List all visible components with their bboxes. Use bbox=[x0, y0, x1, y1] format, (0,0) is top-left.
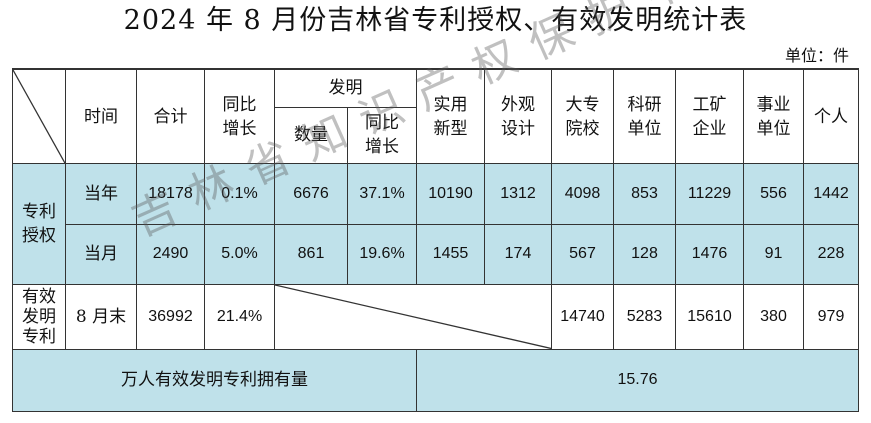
unit-label: 单位：件 bbox=[784, 46, 849, 65]
cell-month-total: 2490 bbox=[136, 223, 205, 286]
per-10k-label: 万人有效发明专利拥有量 bbox=[12, 348, 417, 413]
diagonal-line-wide bbox=[275, 285, 551, 349]
row-label-valid-invention: 有效 发明 专利 bbox=[12, 284, 66, 350]
cell-valid-research: 5283 bbox=[613, 284, 676, 350]
cell-time-month-end: 8 月末 bbox=[65, 284, 137, 350]
cell-valid-individual: 979 bbox=[803, 284, 859, 350]
cell-year-institution: 556 bbox=[743, 163, 804, 225]
header-invention: 发明 bbox=[274, 67, 417, 108]
cell-valid-industry: 15610 bbox=[675, 284, 744, 350]
cell-valid-yoy: 21.4% bbox=[204, 284, 275, 350]
cell-year-research: 853 bbox=[613, 163, 676, 225]
cell-month-industry: 1476 bbox=[675, 223, 744, 286]
header-individual: 个人 bbox=[803, 68, 859, 165]
header-invention-quantity: 数量 bbox=[274, 106, 348, 165]
cell-month-yoy: 5.0% bbox=[204, 223, 275, 286]
cell-year-yoy: 0.1% bbox=[204, 163, 275, 225]
header-total: 合计 bbox=[136, 68, 205, 165]
cell-time-year: 当年 bbox=[65, 163, 137, 225]
cell-valid-institution: 380 bbox=[743, 284, 804, 350]
cell-year-university: 4098 bbox=[551, 163, 614, 225]
empty-diagonal-cell bbox=[274, 284, 552, 350]
per-10k-value: 15.76 bbox=[416, 348, 859, 413]
cell-year-design: 1312 bbox=[484, 163, 552, 225]
cell-valid-university: 14740 bbox=[551, 284, 614, 350]
cell-year-total: 18178 bbox=[136, 163, 205, 225]
header-time: 时间 bbox=[65, 68, 137, 165]
page-title: 2024 年 8 月份吉林省专利授权、有效发明统计表 bbox=[123, 5, 748, 36]
header-public-institution: 事业 单位 bbox=[743, 68, 804, 165]
corner-diagonal-cell bbox=[12, 68, 66, 165]
cell-month-institution: 91 bbox=[743, 223, 804, 286]
header-utility-model: 实用 新型 bbox=[416, 68, 485, 165]
header-invention-yoy: 同比 增长 bbox=[347, 106, 417, 165]
header-industrial-enterprise: 工矿 企业 bbox=[675, 68, 744, 165]
cell-month-utility: 1455 bbox=[416, 223, 485, 286]
cell-month-individual: 228 bbox=[803, 223, 859, 286]
cell-year-industry: 11229 bbox=[675, 163, 744, 225]
header-research-institute: 科研 单位 bbox=[613, 68, 676, 165]
cell-month-university: 567 bbox=[551, 223, 614, 286]
cell-month-design: 174 bbox=[484, 223, 552, 286]
diagonal-line bbox=[13, 70, 65, 164]
header-yoy-growth: 同比 增长 bbox=[204, 68, 275, 165]
row-label-patent-grant: 专利 授权 bbox=[12, 163, 66, 286]
header-design: 外观 设计 bbox=[484, 68, 552, 165]
header-university: 大专 院校 bbox=[551, 68, 614, 165]
cell-year-invention-qty: 6676 bbox=[274, 163, 348, 225]
cell-valid-total: 36992 bbox=[136, 284, 205, 350]
cell-year-utility: 10190 bbox=[416, 163, 485, 225]
cell-month-research: 128 bbox=[613, 223, 676, 286]
cell-year-invention-yoy: 37.1% bbox=[347, 163, 417, 225]
cell-year-individual: 1442 bbox=[803, 163, 859, 225]
statistics-table: 时间 合计 同比 增长 发明 实用 新型 外观 设计 大专 院校 科研 单位 工矿 企业 事… bbox=[12, 67, 859, 413]
cell-time-month: 当月 bbox=[65, 223, 137, 286]
cell-month-invention-qty: 861 bbox=[274, 223, 348, 286]
cell-month-invention-yoy: 19.6% bbox=[347, 223, 417, 286]
